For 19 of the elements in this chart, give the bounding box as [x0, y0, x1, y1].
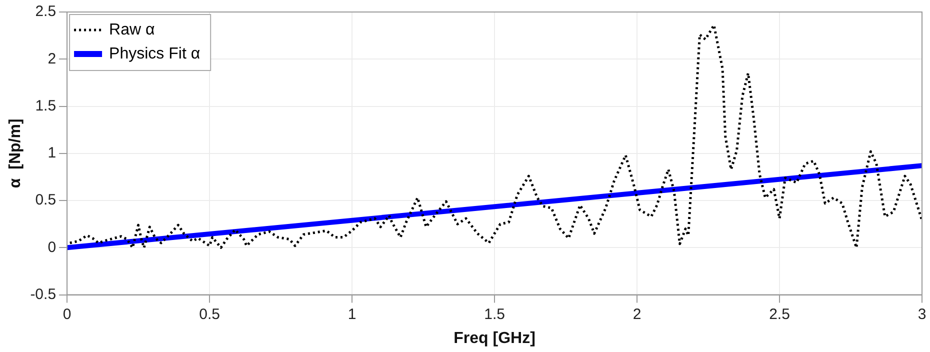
- y-tick-label: 1.5: [35, 97, 56, 114]
- x-tick-label: 2.5: [769, 306, 790, 323]
- x-tick-label: 0: [62, 306, 72, 323]
- y-tick-label: 2.5: [35, 3, 56, 20]
- y-tick-label: 0.5: [35, 192, 56, 209]
- y-tick-label: 1: [48, 144, 56, 162]
- line-series: [68, 24, 922, 249]
- legend-label: Raw α: [109, 21, 155, 38]
- y-tick-label: -0.5: [30, 286, 56, 303]
- x-tick-label: 1: [348, 306, 356, 323]
- x-tick-label: 1.5: [484, 306, 505, 323]
- x-tick-label: 0.5: [199, 306, 220, 323]
- x-axis-title: Freq [GHz]: [454, 330, 536, 347]
- y-axis-title: α [Np/m]: [7, 118, 24, 188]
- legend-label: Physics Fit α: [109, 45, 200, 62]
- y-tick-label: 2: [48, 50, 56, 68]
- x-tick-label: 3: [918, 306, 926, 323]
- x-tick-label: 2: [632, 306, 642, 323]
- y-tick-label: 0: [48, 238, 56, 256]
